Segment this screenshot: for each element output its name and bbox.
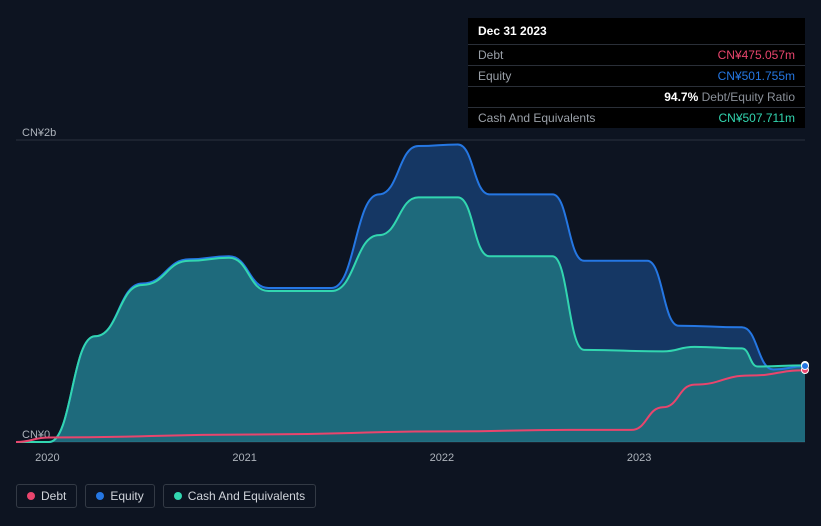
- legend-item-debt[interactable]: Debt: [16, 484, 77, 508]
- tooltip-value: CN¥475.057m: [718, 48, 795, 62]
- x-axis-label: 2021: [232, 452, 256, 464]
- tooltip-label: Equity: [478, 69, 511, 83]
- tooltip-row: Debt CN¥475.057m: [468, 44, 805, 65]
- legend-item-cash[interactable]: Cash And Equivalents: [163, 484, 316, 508]
- chart-container: Dec 31 2023 Debt CN¥475.057m Equity CN¥501.…: [0, 0, 821, 526]
- legend-swatch: [27, 492, 35, 500]
- tooltip-value: CN¥501.755m: [718, 69, 795, 83]
- chart-legend: Debt Equity Cash And Equivalents: [16, 484, 316, 508]
- legend-item-equity[interactable]: Equity: [85, 484, 154, 508]
- x-axis-label: 2023: [627, 452, 651, 464]
- tooltip-title: Dec 31 2023: [468, 18, 805, 44]
- tooltip-label: Cash And Equivalents: [478, 111, 595, 125]
- legend-label: Debt: [41, 489, 66, 503]
- tooltip-value: 94.7% Debt/Equity Ratio: [664, 90, 795, 104]
- tooltip-row: Equity CN¥501.755m: [468, 65, 805, 86]
- chart-tooltip: Dec 31 2023 Debt CN¥475.057m Equity CN¥501.…: [468, 18, 805, 128]
- legend-label: Equity: [110, 489, 143, 503]
- legend-swatch: [96, 492, 104, 500]
- legend-label: Cash And Equivalents: [188, 489, 305, 503]
- tooltip-row: Cash And Equivalents CN¥507.711m: [468, 107, 805, 128]
- x-axis-label: 2020: [35, 452, 59, 464]
- tooltip-row: 94.7% Debt/Equity Ratio: [468, 86, 805, 107]
- tooltip-value: CN¥507.711m: [719, 111, 796, 125]
- tooltip-label: Debt: [478, 48, 503, 62]
- x-axis-label: 2022: [430, 452, 454, 464]
- series-area-cash[interactable]: [16, 197, 805, 442]
- highlight-marker-equity: [801, 362, 809, 370]
- legend-swatch: [174, 492, 182, 500]
